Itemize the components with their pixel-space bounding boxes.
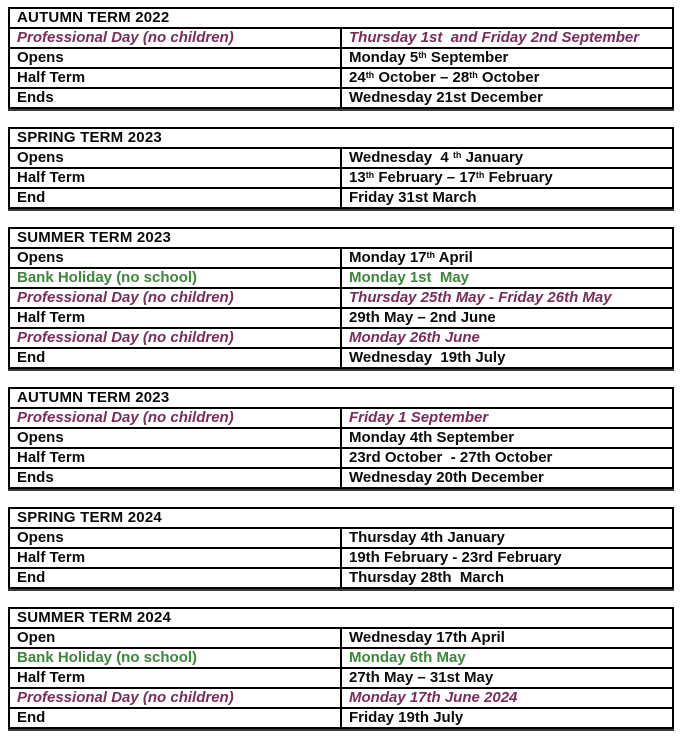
row-value: Friday 31st March — [340, 187, 674, 209]
table-row: Professional Day (no children) Thursday … — [8, 287, 674, 309]
row-value: 19th February - 23rd February — [340, 547, 674, 569]
term-title: SUMMER TERM 2024 — [8, 607, 674, 629]
row-label: End — [8, 567, 342, 589]
row-value: Monday 17th April — [340, 247, 674, 269]
row-label: Bank Holiday (no school) — [8, 267, 342, 289]
row-value: 23rd October - 27th October — [340, 447, 674, 469]
row-label: Half Term — [8, 667, 342, 689]
table-row: Bank Holiday (no school) Monday 6th May — [8, 647, 674, 669]
row-value: 13th February – 17th February — [340, 167, 674, 189]
row-label: End — [8, 187, 342, 209]
row-label: Open — [8, 627, 342, 649]
term-title-row: SUMMER TERM 2024 — [8, 607, 674, 629]
term-table: SUMMER TERM 2024 Open Wednesday 17th Apr… — [8, 607, 674, 729]
row-label: Half Term — [8, 167, 342, 189]
table-row: End Wednesday 19th July — [8, 347, 674, 369]
row-value: Wednesday 20th December — [340, 467, 674, 489]
term-table: SPRING TERM 2023 Opens Wednesday 4 th Ja… — [8, 127, 674, 209]
table-row: Half Term 19th February - 23rd February — [8, 547, 674, 569]
table-row: Half Term 27th May – 31st May — [8, 667, 674, 689]
row-label: Half Term — [8, 547, 342, 569]
row-value: Wednesday 21st December — [340, 87, 674, 109]
term-title: AUTUMN TERM 2022 — [8, 7, 674, 29]
table-row: Professional Day (no children) Friday 1 … — [8, 407, 674, 429]
table-row: Opens Thursday 4th January — [8, 527, 674, 549]
row-value: Thursday 4th January — [340, 527, 674, 549]
row-value: Wednesday 19th July — [340, 347, 674, 369]
row-value: Monday 17th June 2024 — [340, 687, 674, 709]
row-label: Ends — [8, 87, 342, 109]
table-row: Professional Day (no children) Thursday … — [8, 27, 674, 49]
table-row: Half Term 23rd October - 27th October — [8, 447, 674, 469]
row-label: Professional Day (no children) — [8, 287, 342, 309]
term-title: SUMMER TERM 2023 — [8, 227, 674, 249]
term-title: SPRING TERM 2023 — [8, 127, 674, 149]
row-value: Wednesday 17th April — [340, 627, 674, 649]
table-row: Half Term 24th October – 28th October — [8, 67, 674, 89]
row-value: 29th May – 2nd June — [340, 307, 674, 329]
row-value: Monday 5th September — [340, 47, 674, 69]
row-value: 27th May – 31st May — [340, 667, 674, 689]
row-label: Half Term — [8, 67, 342, 89]
row-label: Opens — [8, 147, 342, 169]
row-label: End — [8, 707, 342, 729]
row-value: Friday 19th July — [340, 707, 674, 729]
term-table: AUTUMN TERM 2022 Professional Day (no ch… — [8, 7, 674, 109]
row-value: Friday 1 September — [340, 407, 674, 429]
table-row: Ends Wednesday 21st December — [8, 87, 674, 109]
table-row: Ends Wednesday 20th December — [8, 467, 674, 489]
table-row: Opens Monday 5th September — [8, 47, 674, 69]
term-title-row: SPRING TERM 2023 — [8, 127, 674, 149]
row-label: Bank Holiday (no school) — [8, 647, 342, 669]
row-label: Opens — [8, 247, 342, 269]
table-row: Opens Wednesday 4 th January — [8, 147, 674, 169]
table-row: Open Wednesday 17th April — [8, 627, 674, 649]
term-title-row: SPRING TERM 2024 — [8, 507, 674, 529]
term-table: SUMMER TERM 2023 Opens Monday 17th April… — [8, 227, 674, 369]
row-label: Opens — [8, 427, 342, 449]
row-label: Professional Day (no children) — [8, 27, 342, 49]
row-label: Opens — [8, 527, 342, 549]
row-label: Half Term — [8, 447, 342, 469]
row-label: End — [8, 347, 342, 369]
row-label: Half Term — [8, 307, 342, 329]
table-row: Half Term 13th February – 17th February — [8, 167, 674, 189]
table-row: End Thursday 28th March — [8, 567, 674, 589]
table-row: Professional Day (no children) Monday 17… — [8, 687, 674, 709]
row-value: Monday 1st May — [340, 267, 674, 289]
table-row: End Friday 31st March — [8, 187, 674, 209]
row-label: Professional Day (no children) — [8, 687, 342, 709]
term-title-row: AUTUMN TERM 2022 — [8, 7, 674, 29]
table-row: Professional Day (no children) Monday 26… — [8, 327, 674, 349]
term-title-row: SUMMER TERM 2023 — [8, 227, 674, 249]
row-value: Monday 4th September — [340, 427, 674, 449]
row-label: Opens — [8, 47, 342, 69]
row-label: Professional Day (no children) — [8, 407, 342, 429]
term-table: AUTUMN TERM 2023 Professional Day (no ch… — [8, 387, 674, 489]
row-label: Ends — [8, 467, 342, 489]
row-value: 24th October – 28th October — [340, 67, 674, 89]
row-value: Thursday 25th May - Friday 26th May — [340, 287, 674, 309]
table-row: Bank Holiday (no school) Monday 1st May — [8, 267, 674, 289]
table-row: Half Term 29th May – 2nd June — [8, 307, 674, 329]
term-tables: AUTUMN TERM 2022 Professional Day (no ch… — [8, 7, 674, 729]
row-value: Thursday 28th March — [340, 567, 674, 589]
term-title-row: AUTUMN TERM 2023 — [8, 387, 674, 409]
term-table: SPRING TERM 2024 Opens Thursday 4th Janu… — [8, 507, 674, 589]
table-row: End Friday 19th July — [8, 707, 674, 729]
row-value: Monday 26th June — [340, 327, 674, 349]
row-value: Thursday 1st and Friday 2nd September — [340, 27, 674, 49]
table-row: Opens Monday 17th April — [8, 247, 674, 269]
row-value: Wednesday 4 th January — [340, 147, 674, 169]
table-row: Opens Monday 4th September — [8, 427, 674, 449]
row-value: Monday 6th May — [340, 647, 674, 669]
term-title: SPRING TERM 2024 — [8, 507, 674, 529]
term-title: AUTUMN TERM 2023 — [8, 387, 674, 409]
row-label: Professional Day (no children) — [8, 327, 342, 349]
